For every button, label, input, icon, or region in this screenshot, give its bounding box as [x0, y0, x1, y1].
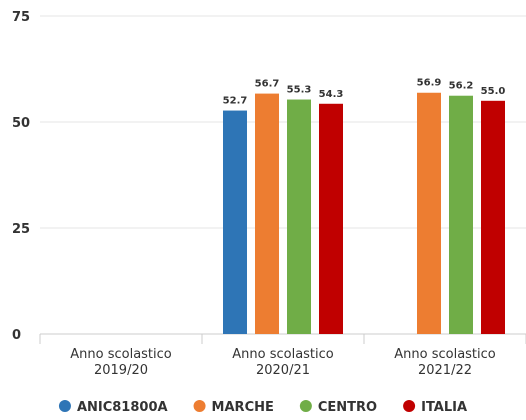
- data-labels: 52.7 56.7 55.3 54.3 56.9 56.2 55.0: [223, 78, 506, 107]
- legend[interactable]: ANIC81800A MARCHE CENTRO ITALIA: [58, 400, 467, 415]
- legend-marker: [193, 400, 206, 412]
- bar[interactable]: [255, 93, 279, 334]
- legend-marker: [403, 400, 416, 412]
- bar[interactable]: [223, 110, 247, 334]
- y-tick-label: 25: [12, 222, 30, 237]
- legend-marker: [58, 400, 71, 412]
- x-tick-label: 2021/22: [418, 363, 472, 378]
- bar[interactable]: [449, 95, 473, 334]
- y-tick-label: 75: [12, 10, 30, 25]
- x-tick-label: Anno scolastico: [232, 347, 334, 362]
- x-tick-label: 2020/21: [256, 363, 310, 378]
- legend-label: ITALIA: [421, 400, 467, 415]
- legend-label: ANIC81800A: [77, 400, 168, 415]
- x-tick-label: 2019/20: [94, 363, 148, 378]
- x-tick-label: Anno scolastico: [394, 347, 496, 362]
- bars: [223, 92, 505, 334]
- data-label: 55.0: [481, 86, 506, 97]
- data-label: 52.7: [223, 96, 248, 107]
- bar[interactable]: [319, 103, 343, 334]
- legend-label: CENTRO: [318, 400, 377, 415]
- legend-item[interactable]: CENTRO: [299, 400, 377, 415]
- x-tick-label: Anno scolastico: [70, 347, 172, 362]
- data-label: 56.2: [449, 81, 474, 92]
- bar[interactable]: [287, 99, 311, 334]
- data-label: 54.3: [319, 89, 344, 100]
- bar[interactable]: [481, 100, 505, 334]
- y-tick-label: 50: [12, 116, 30, 131]
- data-label: 55.3: [287, 85, 312, 96]
- legend-label: MARCHE: [212, 400, 274, 415]
- y-axis-ticks: 0 25 50 75: [12, 10, 30, 343]
- data-label: 56.7: [255, 79, 280, 90]
- data-label: 56.9: [417, 78, 442, 89]
- bar[interactable]: [417, 92, 441, 334]
- y-tick-label: 0: [12, 328, 21, 343]
- gridlines: [40, 15, 526, 229]
- legend-item[interactable]: MARCHE: [193, 400, 274, 415]
- legend-marker: [299, 400, 312, 412]
- legend-item[interactable]: ANIC81800A: [58, 400, 168, 415]
- legend-item[interactable]: ITALIA: [403, 400, 467, 415]
